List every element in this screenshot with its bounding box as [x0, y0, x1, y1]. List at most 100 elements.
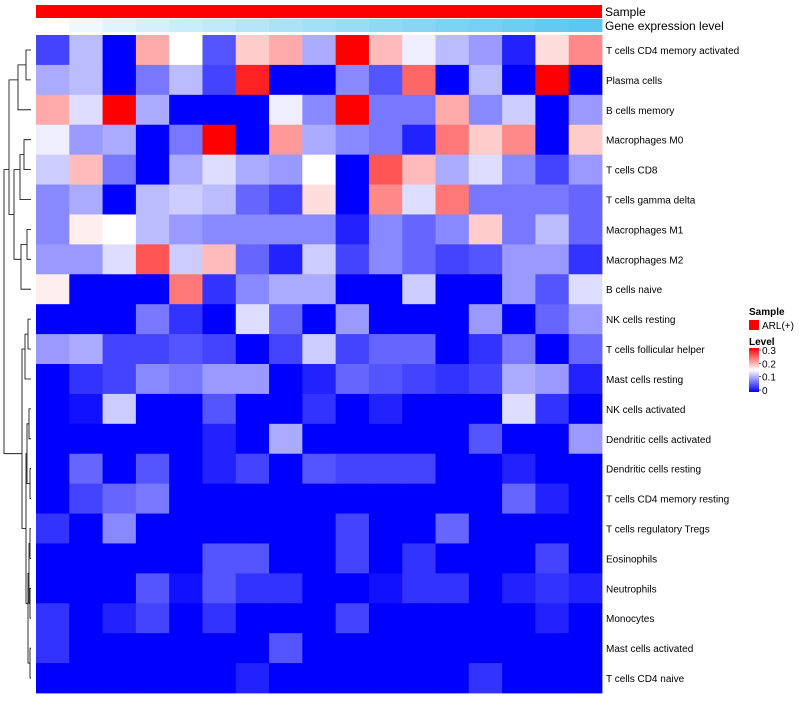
expression-annotation-cell [368, 19, 403, 32]
heatmap-cell [302, 124, 337, 156]
heatmap-cell [302, 244, 337, 275]
heatmap-cell [502, 274, 536, 305]
heatmap-cell [435, 184, 470, 215]
expression-annotation-cell [202, 19, 237, 32]
heatmap-cell [568, 573, 603, 604]
heatmap-cell [269, 124, 303, 156]
heatmap-cell [169, 453, 203, 485]
heatmap-cell [468, 573, 503, 604]
heatmap-cell [335, 603, 370, 634]
heatmap-cell [235, 633, 270, 664]
heatmap-cell [202, 244, 237, 275]
heatmap-cell [102, 184, 137, 215]
heatmap-cell [535, 483, 570, 514]
dendrogram-branch [26, 423, 30, 485]
heatmap-cell [269, 453, 303, 485]
heatmap-cell [335, 483, 370, 514]
heatmap-cell [102, 453, 137, 485]
heatmap-cell [69, 513, 103, 544]
heatmap-cell [135, 244, 170, 275]
heatmap-cell [69, 244, 103, 275]
heatmap-cell [135, 633, 170, 664]
heatmap-cell [502, 364, 536, 395]
heatmap-cell [535, 184, 570, 215]
heatmap-cell [36, 633, 70, 664]
heatmap-cell [169, 94, 203, 126]
heatmap-cell [269, 64, 303, 96]
heatmap-cell [402, 274, 436, 305]
heatmap-cell [102, 154, 137, 185]
heatmap-cell [568, 94, 603, 126]
heatmap-cell [36, 543, 70, 574]
heatmap-cell [568, 35, 603, 66]
heatmap-cell [69, 304, 103, 335]
row-label: T cells CD4 memory activated [606, 46, 739, 57]
heatmap-cell [468, 334, 503, 365]
heatmap-cell [69, 573, 103, 604]
heatmap-cell [335, 35, 370, 66]
heatmap-cell [435, 423, 470, 455]
heatmap-cell [135, 274, 170, 305]
heatmap-cell [335, 244, 370, 275]
heatmap-cell [135, 184, 170, 215]
heatmap-cell [535, 334, 570, 365]
heatmap-cell [235, 423, 270, 455]
heatmap-cell [435, 513, 470, 544]
heatmap-cell [302, 334, 337, 365]
heatmap-cell [36, 214, 70, 245]
expression-annotation-cell [69, 19, 104, 32]
heatmap-cell [202, 64, 237, 96]
heatmap-cell [402, 423, 436, 455]
row-label: B cells naive [606, 285, 663, 296]
expression-annotation-cell [568, 19, 603, 32]
heatmap-cell [135, 663, 170, 694]
heatmap-cell [69, 543, 103, 574]
heatmap-cell [269, 334, 303, 365]
heatmap-cell [535, 393, 570, 425]
heatmap-cell [502, 334, 536, 365]
heatmap-cell [169, 304, 203, 335]
heatmap-cell [102, 663, 137, 694]
heatmap-cell [568, 453, 603, 485]
heatmap-cell [169, 603, 203, 634]
row-label: NK cells activated [606, 405, 685, 416]
legend-sample-entry: ARL(+) [762, 321, 794, 332]
heatmap-cell [102, 483, 137, 514]
heatmap-cell [169, 35, 203, 66]
heatmap-cell [269, 513, 303, 544]
heatmap-cell [335, 543, 370, 574]
heatmap-cell [202, 393, 237, 425]
heatmap-cell [535, 35, 570, 66]
heatmap-cell [535, 543, 570, 574]
heatmap-cell [36, 35, 70, 66]
dendrogram-branch [27, 318, 31, 350]
row-label: Macrophages M1 [606, 225, 684, 236]
heatmap-cell [69, 94, 103, 126]
heatmap-cell [169, 154, 203, 185]
heatmap-cell [36, 304, 70, 335]
heatmap-cell [535, 274, 570, 305]
heatmap-cell [302, 274, 337, 305]
heatmap-cell [535, 573, 570, 604]
heatmap-cell [435, 304, 470, 335]
heatmap-cell [568, 393, 603, 425]
heatmap-cell [102, 64, 137, 96]
heatmap-cell [435, 334, 470, 365]
heatmap-cell [335, 513, 370, 544]
heatmap-cell [302, 543, 337, 574]
heatmap-cell [368, 154, 403, 185]
heatmap-cell [202, 304, 237, 335]
dendrogram-branch [24, 333, 31, 380]
dendrogram-branch [23, 139, 31, 171]
row-label: T cells CD4 memory resting [606, 495, 729, 506]
heatmap-cell [235, 483, 270, 514]
heatmap-cell [568, 483, 603, 514]
legend-sample-swatch [749, 320, 759, 330]
expression-annotation-cell [169, 19, 203, 32]
heatmap-cell [335, 364, 370, 395]
heatmap-cell [235, 364, 270, 395]
heatmap-cell [169, 513, 203, 544]
heatmap-cells [36, 35, 603, 694]
heatmap-cell [269, 35, 303, 66]
heatmap-cell [502, 244, 536, 275]
